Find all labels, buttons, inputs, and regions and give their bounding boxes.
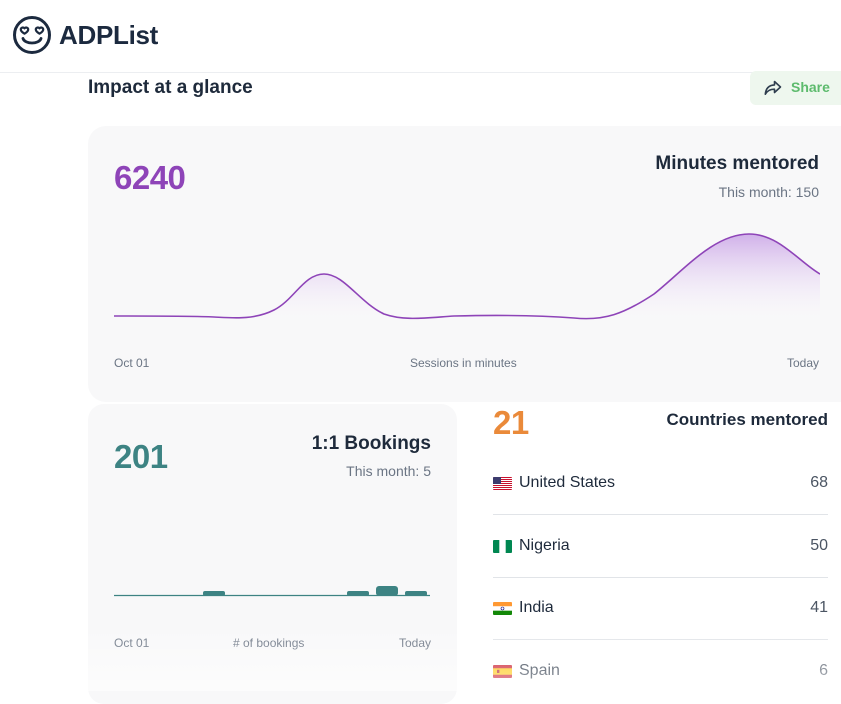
minutes-area-chart: [114, 233, 820, 328]
country-name: United States: [519, 474, 616, 491]
bookings-bar: [203, 591, 225, 596]
country-count: 50: [810, 537, 828, 554]
share-label: Share: [791, 79, 830, 95]
brand-name: ADPList: [59, 19, 159, 50]
bookings-bar-chart: [114, 586, 430, 597]
us-flag-icon: [493, 476, 512, 490]
bookings-this-month: This month: 5: [346, 463, 431, 479]
country-row[interactable]: Spain 6: [493, 640, 828, 702]
bookings-axis-start: Oct 01: [114, 636, 150, 650]
bookings-title: 1:1 Bookings: [311, 433, 431, 454]
countries-title: Countries mentored: [666, 410, 828, 429]
country-name: Spain: [519, 662, 560, 679]
bookings-card: 201 1:1 Bookings This month: 5 Oct 01 # …: [88, 404, 457, 704]
country-row[interactable]: United States 68: [493, 452, 828, 515]
countries-card: 21 Countries mentored United States 68 N…: [475, 404, 841, 704]
bookings-axis-label: # of bookings: [233, 636, 305, 650]
smiley-heart-eyes-icon: [13, 16, 51, 54]
minutes-area-fill: [114, 234, 820, 328]
country-count: 6: [819, 662, 828, 679]
spain-flag-icon: [493, 664, 512, 678]
bookings-axis-end: Today: [398, 636, 431, 650]
country-name: India: [519, 599, 554, 616]
minutes-mentored-card: 6240 Minutes mentored This month: 150 Oc…: [88, 126, 841, 402]
country-name: Nigeria: [519, 537, 570, 554]
bookings-bar: [405, 591, 427, 596]
minutes-axis-end: Today: [786, 356, 819, 370]
minutes-this-month: This month: 150: [718, 184, 819, 200]
countries-count: 21: [493, 404, 529, 441]
share-arrow-icon: [764, 80, 782, 95]
country-count: 41: [810, 599, 828, 616]
section-title: Impact at a glance: [88, 77, 253, 98]
minutes-axis-start: Oct 01: [114, 356, 150, 370]
bookings-total: 201: [114, 438, 168, 475]
country-row[interactable]: Nigeria 50: [493, 515, 828, 578]
bookings-bar: [347, 591, 369, 596]
bookings-bar: [376, 586, 398, 596]
logo[interactable]: ADPList: [12, 15, 158, 55]
minutes-total: 6240: [114, 159, 186, 196]
country-count: 68: [810, 474, 828, 491]
minutes-title: Minutes mentored: [655, 153, 819, 174]
minutes-axis-label: Sessions in minutes: [410, 356, 517, 370]
nigeria-flag-icon: [493, 539, 512, 553]
country-row[interactable]: India 41: [493, 577, 828, 640]
top-bar: ADPList: [0, 0, 841, 73]
minutes-line: [114, 233, 820, 320]
india-flag-icon: [493, 601, 512, 615]
share-button[interactable]: Share: [750, 71, 841, 105]
